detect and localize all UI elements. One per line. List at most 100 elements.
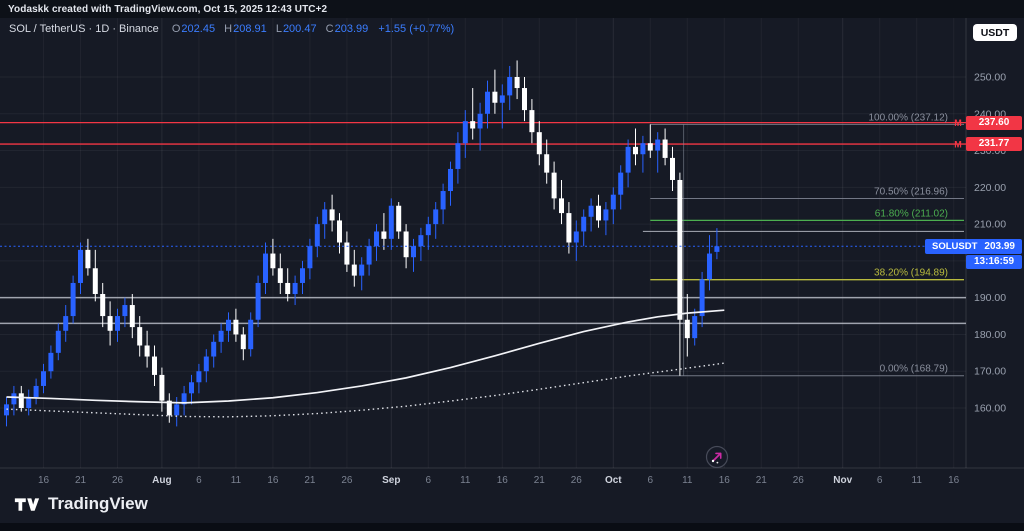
- candle-body: [292, 282, 298, 295]
- candle-body: [566, 213, 572, 243]
- alert-line-marker[interactable]: M: [954, 140, 962, 150]
- time-tick-label[interactable]: 6: [426, 475, 432, 486]
- time-tick-label[interactable]: 26: [793, 475, 805, 486]
- price-tick-label[interactable]: 180.00: [974, 329, 1006, 341]
- candle-body: [374, 231, 379, 247]
- candle-body: [115, 316, 120, 331]
- fib-level-label: 38.20% (194.89): [874, 268, 948, 279]
- candle-body: [692, 316, 698, 339]
- candle-body: [255, 282, 261, 320]
- candle-body: [514, 77, 520, 89]
- price-label-red-lower[interactable]: 231.77: [966, 137, 1022, 152]
- candle-body: [226, 319, 231, 331]
- price-label-red-upper[interactable]: 237.60: [966, 115, 1022, 130]
- time-tick-label[interactable]: 11: [682, 475, 693, 486]
- candle-body: [152, 356, 157, 375]
- symbol-title[interactable]: SOL / TetherUS · 1D · Binance: [9, 23, 159, 35]
- ohlc-open-label: O: [171, 23, 181, 35]
- time-tick-label[interactable]: Nov: [833, 475, 852, 486]
- tradingview-logo-icon: [14, 497, 40, 511]
- time-tick-label[interactable]: 16: [948, 475, 960, 486]
- fib-level-label: 0.00% (168.79): [880, 364, 948, 375]
- candle-body: [11, 393, 17, 405]
- time-tick-label[interactable]: 26: [112, 475, 124, 486]
- time-tick-label[interactable]: Sep: [382, 475, 400, 486]
- time-tick-label[interactable]: 21: [534, 475, 546, 486]
- ohlc-close-label: C: [325, 23, 334, 35]
- ohlc-low-value: 200.47: [282, 23, 317, 35]
- time-tick-label[interactable]: 21: [756, 475, 768, 486]
- time-tick-label[interactable]: 11: [460, 475, 471, 486]
- candle-body: [181, 393, 187, 405]
- time-tick-label[interactable]: 26: [341, 475, 353, 486]
- candle-body: [55, 330, 61, 353]
- ohlc-open-value: 202.45: [181, 23, 216, 35]
- candle-body: [314, 224, 320, 247]
- candle-body: [714, 246, 720, 252]
- time-tick-label[interactable]: 6: [196, 475, 202, 486]
- attribution-bar: Yodaskk created with TradingView.com, Oc…: [0, 0, 1024, 18]
- price-badge-symbol: SOLUSDT: [932, 240, 978, 252]
- candle-body: [559, 198, 564, 214]
- candle-body: [670, 157, 675, 180]
- time-tick-label[interactable]: 16: [267, 475, 279, 486]
- time-tick-label[interactable]: 16: [497, 475, 509, 486]
- ohlc-high-value: 208.91: [233, 23, 267, 35]
- time-tick-label[interactable]: 26: [571, 475, 583, 486]
- time-tick-label[interactable]: 16: [38, 475, 50, 486]
- candle-body: [337, 220, 342, 243]
- price-tick-label[interactable]: 190.00: [974, 292, 1006, 304]
- candle-body: [492, 91, 498, 103]
- candle-body: [388, 205, 394, 239]
- fib-level-label: 70.50% (216.96): [874, 187, 948, 198]
- tradingview-logo[interactable]: TradingView: [14, 494, 148, 514]
- price-badge-price: 203.99: [984, 240, 1015, 252]
- price-tick-label[interactable]: 160.00: [974, 403, 1006, 415]
- price-tick-label[interactable]: 170.00: [974, 366, 1006, 378]
- candle-body: [477, 113, 483, 129]
- floating-action-button[interactable]: [704, 444, 730, 470]
- candle-body: [233, 319, 239, 335]
- candle-body: [218, 330, 224, 342]
- candle-body: [596, 205, 601, 221]
- candle-body: [381, 231, 387, 239]
- candle-body: [470, 121, 476, 129]
- time-tick-label[interactable]: 6: [648, 475, 654, 486]
- price-tick-label[interactable]: 210.00: [974, 219, 1006, 231]
- time-tick-label[interactable]: 21: [304, 475, 316, 486]
- candle-body: [196, 371, 202, 383]
- candle-body: [603, 209, 609, 221]
- candle-body: [544, 154, 550, 173]
- candle-body: [448, 168, 453, 192]
- time-tick-label[interactable]: Oct: [605, 475, 622, 486]
- price-tick-label[interactable]: 250.00: [974, 72, 1006, 84]
- current-price-badge[interactable]: SOLUSDT 203.99: [925, 238, 1022, 254]
- candle-body: [699, 279, 705, 317]
- candle-body: [647, 143, 653, 151]
- time-tick-label[interactable]: 16: [719, 475, 731, 486]
- candle-body: [41, 371, 46, 386]
- candle-body: [344, 242, 350, 265]
- candle-body: [203, 356, 209, 372]
- candle-body: [411, 246, 416, 258]
- currency-toggle-button[interactable]: USDT: [973, 24, 1017, 41]
- time-tick-label[interactable]: 21: [75, 475, 87, 486]
- tradingview-logo-text: TradingView: [48, 494, 148, 513]
- time-tick-label[interactable]: 11: [912, 475, 923, 486]
- ohlc-high-label: H: [224, 23, 233, 35]
- alert-line-marker[interactable]: M: [954, 118, 962, 128]
- time-tick-label[interactable]: 11: [231, 475, 242, 486]
- candle-body: [684, 319, 690, 339]
- candle-body: [499, 95, 505, 103]
- price-chart-canvas[interactable]: 100.00% (237.12) 70.50% (216.96) 61.80% (2…: [0, 18, 1024, 490]
- time-tick-label[interactable]: 6: [877, 475, 883, 486]
- bar-countdown-badge: 13:16:59: [966, 255, 1022, 270]
- price-tick-label[interactable]: 220.00: [974, 182, 1006, 194]
- candle-body: [633, 146, 638, 155]
- candle-body: [677, 179, 683, 320]
- candle-body: [270, 253, 276, 269]
- time-tick-label[interactable]: Aug: [152, 475, 171, 486]
- candle-body: [26, 396, 32, 409]
- candle-body: [366, 246, 372, 265]
